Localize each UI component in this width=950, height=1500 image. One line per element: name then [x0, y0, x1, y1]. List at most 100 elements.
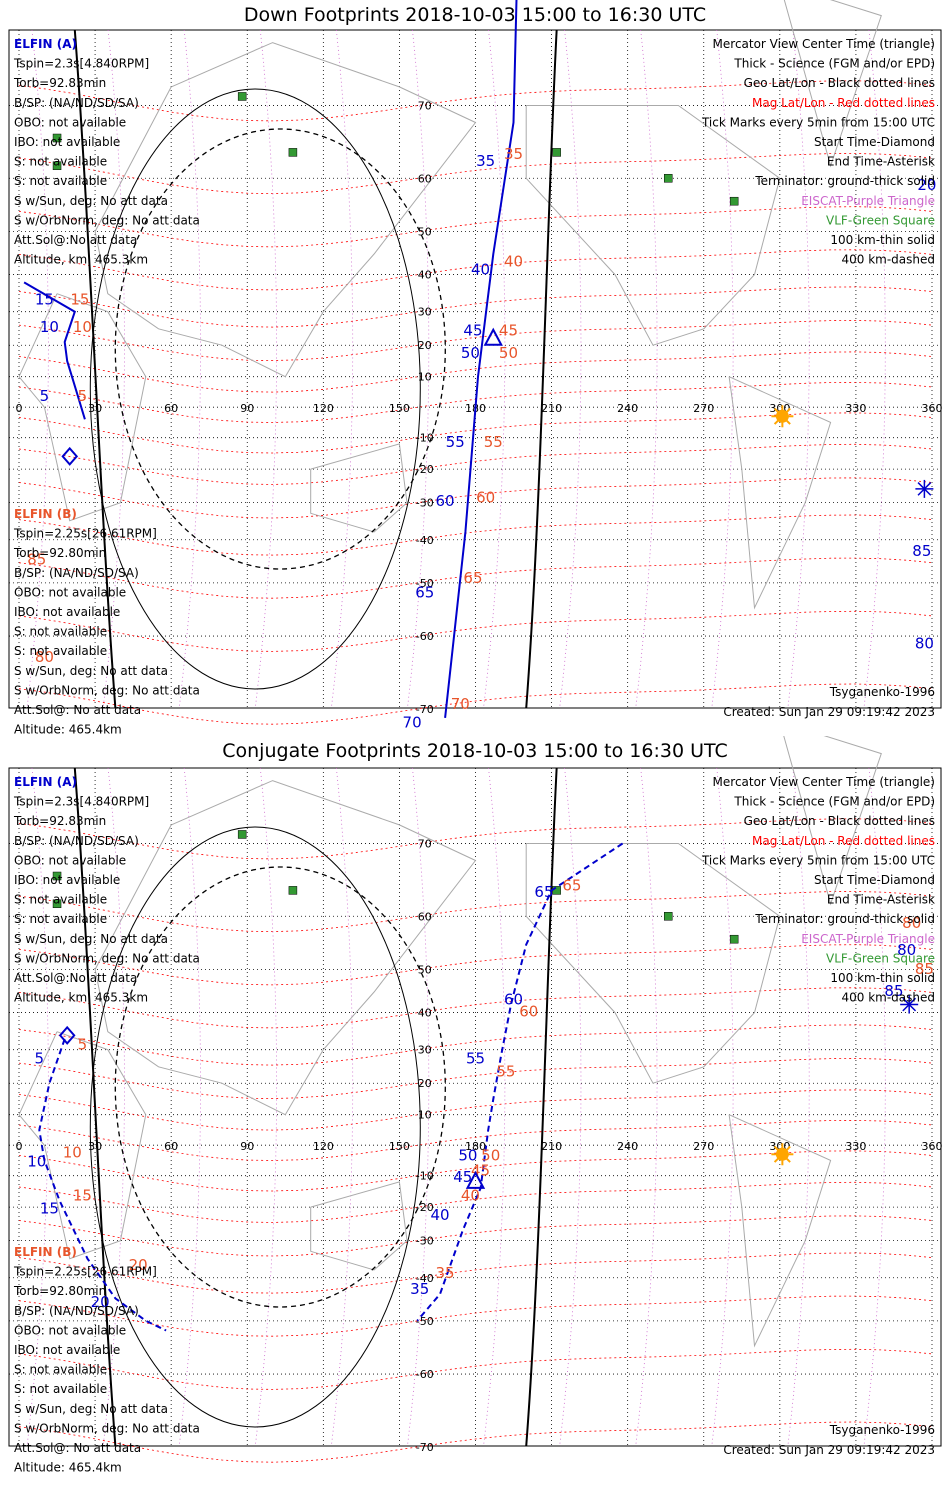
elfin-a-info-line: ELFIN (A) [14, 775, 77, 789]
vlf-green-square [663, 174, 673, 183]
legend-entry: VLF-Green Square [826, 951, 935, 965]
elfin-a-info-line: S: not available [14, 155, 107, 169]
legend-entry: Mercator View Center Time (triangle) [713, 775, 935, 789]
legend-entry: End Time-Asterisk [827, 893, 935, 907]
elfin-a-tick-label: 15 [35, 291, 54, 309]
elfin-b-tick-label: 80 [902, 914, 921, 932]
lon-tick-label: 270 [693, 1140, 714, 1153]
elfin-a-info-line: Att.Sol@:No att data [14, 233, 137, 247]
elfin-b-info-line: B/SP: (NA/ND/SD/SA) [14, 1304, 139, 1318]
coastline [94, 42, 477, 378]
elfin-a-tick-label: 85 [912, 542, 931, 560]
elfin-b-info-line: Altitude: 465.4km [14, 723, 122, 737]
lon-tick-label: 360 [922, 1140, 943, 1153]
mag-meridian [102, 29, 125, 709]
legend-entry: 100 km-thin solid [830, 233, 935, 247]
lat-tick-label: -30 [416, 497, 434, 510]
mag-parallel [18, 1252, 933, 1294]
mag-parallel [18, 1295, 933, 1337]
elfin-b-tick-label: 60 [476, 489, 495, 507]
terminator [73, 767, 558, 1447]
elfin-a-info-line: Altitude, km: 465.3km [14, 253, 148, 267]
coastline [728, 1114, 832, 1348]
mag-parallel [18, 1215, 933, 1257]
vlf-green-square [52, 133, 62, 143]
mag-parallel [18, 1057, 933, 1100]
elfin-b-info-line: S w/OrbNorm, deg: No att data [14, 1421, 200, 1435]
conjugate-footprints-title: Conjugate Footprints 2018-10-03 15:00 to… [222, 740, 728, 762]
lat-tick-label: 50 [418, 226, 432, 239]
coastline [310, 443, 408, 533]
mag-meridian [863, 29, 886, 709]
mag-meridian [254, 29, 278, 709]
elfin-b-info-line: Att.Sol@: No att data [14, 703, 141, 717]
mag-meridian [863, 767, 886, 1447]
elfin-b-tick-label: 85 [27, 551, 46, 569]
terminator-line-west [73, 29, 117, 709]
mag-meridian [483, 767, 506, 1447]
conjugate-footprints-map: 0 30 60 90 120 150 180 210 240 270 300 330 360706050… [8, 736, 943, 1475]
mag-meridian [483, 29, 506, 709]
legend-entry: 400 km-dashed [841, 253, 935, 267]
mag-parallel [18, 1024, 933, 1066]
elfin-b-info: ELFIN (B) Tspin=2.25s[26.61RPM] Torb=92.80… [13, 507, 200, 737]
mag-meridian [178, 767, 201, 1447]
elfin-b-info-line: Altitude: 465.4km [14, 1461, 122, 1475]
elfin-a-tick-label: 20 [91, 1293, 110, 1311]
lat-tick-label: 30 [418, 1044, 432, 1057]
elfin-b-info-line: S w/Sun, deg: No att data [14, 664, 168, 678]
mag-meridian [787, 767, 810, 1447]
lon-tick-label: 90 [240, 1140, 254, 1153]
end-time-asterisk [917, 482, 932, 496]
elfin-a-tick-label: 65 [534, 883, 553, 901]
coastline [728, 376, 832, 610]
vlf-sites [52, 92, 739, 206]
lon-tick-label: 120 [313, 1140, 334, 1153]
mag-meridian [787, 29, 810, 709]
legend-entry: Thick - Science (FGM and/or EPD) [733, 57, 935, 71]
mag-parallel [18, 610, 933, 652]
elfin-a-track-west [38, 1038, 167, 1332]
lon-tick-label: 210 [541, 1140, 562, 1153]
vlf-green-square [729, 934, 739, 944]
model-label: Tsyganenko-1996 [829, 1423, 935, 1437]
legend-entry: End Time-Asterisk [827, 155, 935, 169]
elfin-a-tick-label: 40 [430, 1206, 449, 1224]
mag-parallel [18, 944, 933, 986]
elfin-b-info-line: Tspin=2.25s[26.61RPM] [13, 527, 157, 541]
lat-tick-label: 20 [418, 339, 432, 352]
elfin-b-tick-label: 55 [484, 433, 503, 451]
sun-ray [785, 407, 791, 413]
mag-meridian [407, 767, 430, 1447]
elfin-b-tick-label: 55 [496, 1063, 515, 1081]
mag-parallel [18, 818, 933, 860]
lat-tick-label: 60 [418, 172, 432, 185]
mag-parallel [18, 286, 933, 328]
sun-marker [771, 405, 794, 428]
mag-parallel [18, 351, 933, 393]
elfin-b-info-line: S: not available [14, 644, 107, 658]
elfin-a-info: ELFIN (A) Tspin=2.3s[4.840RPM] Torb=92.83m… [13, 775, 200, 1005]
legend-entry: Terminator: ground-thick solid [754, 174, 935, 188]
elfin-b-tick-label: 70 [451, 695, 470, 713]
mag-meridian [559, 767, 582, 1447]
mag-parallel [18, 153, 933, 195]
elfin-a-tick-label: 80 [897, 941, 916, 959]
elfin-a-info-line: B/SP: (NA/ND/SD/SA) [14, 834, 139, 848]
elfin-a-info-line: Altitude, km: 465.3km [14, 991, 148, 1005]
lon-tick-label: 30 [88, 402, 102, 415]
lon-tick-label: 180 [465, 1140, 486, 1153]
fov-400km-ellipse [114, 128, 446, 570]
elfin-a-tick-label: 5 [35, 1049, 45, 1067]
legend-entry: Tick Marks every 5min from 15:00 UTC [701, 115, 935, 129]
down-footprints-title: Down Footprints 2018-10-03 15:00 to 16:3… [243, 4, 707, 26]
legend-entry: Geo Lat/Lon - Black dotted lines [744, 814, 935, 828]
legend-entry: 400 km-dashed [841, 991, 935, 1005]
coastline [94, 780, 477, 1116]
coastline [18, 1031, 147, 1260]
start-time-diamond [58, 1025, 76, 1045]
legend-entry: 100 km-thin solid [830, 971, 935, 985]
mag-parallel [18, 249, 933, 291]
elfin-a-tick-label: 60 [436, 492, 455, 510]
lon-tick-label: 120 [313, 402, 334, 415]
